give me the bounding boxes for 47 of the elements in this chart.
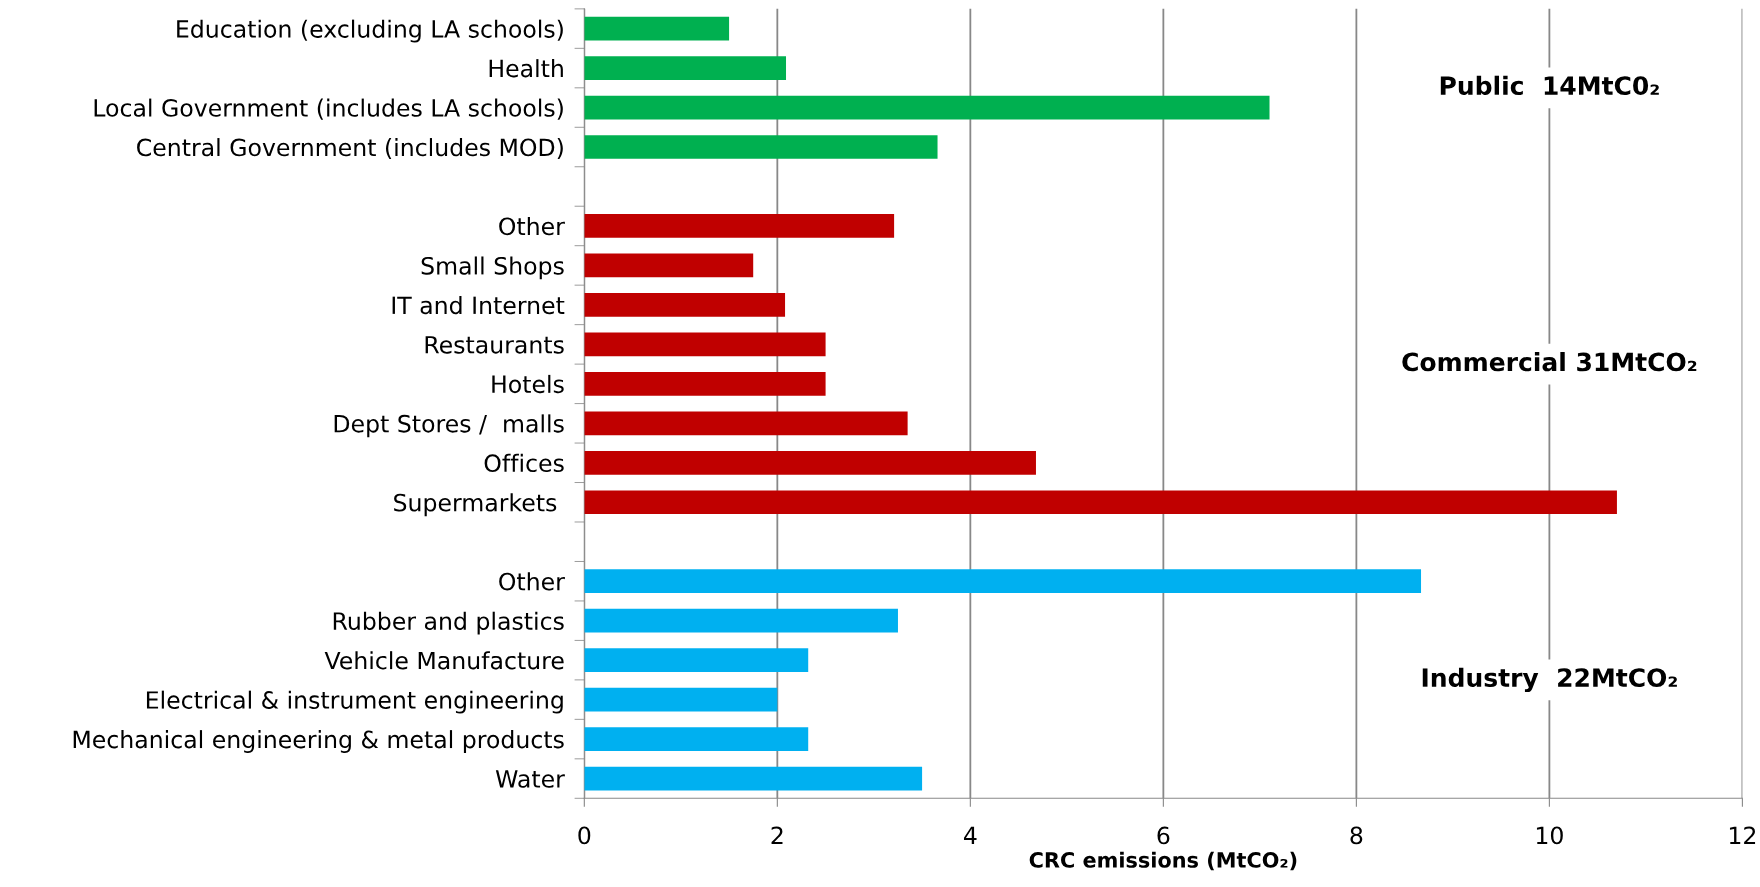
y-tick-label: IT and Internet <box>392 295 565 315</box>
bar <box>584 56 787 80</box>
y-tick-label: Water <box>495 770 565 788</box>
y-tick-label: Hotels <box>492 374 564 394</box>
bar <box>584 569 1422 594</box>
y-tick-label: Vehicle Manufacture <box>324 651 564 670</box>
x-axis-title: CRC emissions (MtCO₂) <box>1029 851 1297 871</box>
y-tick-label: Dept Stores / malls <box>334 414 564 438</box>
bar <box>584 214 895 238</box>
x-tick-label: 4 <box>963 826 977 845</box>
y-tick-label: Supermarkets <box>394 493 557 517</box>
y-tick-label: Other <box>499 216 565 236</box>
bar <box>584 490 1617 515</box>
y-tick-label: Central Government (includes MOD) <box>137 138 563 160</box>
y-tick-label: Restaurants <box>425 336 564 354</box>
y-tick-label: Other <box>499 572 565 591</box>
y-tick-label: Mechanical engineering & metal products <box>73 730 564 753</box>
y-tick-label: Small Shops <box>421 256 564 280</box>
y-tick-label: Education (excluding LA schools) <box>177 19 563 43</box>
annotation: Industry 22MtCO₂ <box>1422 667 1677 693</box>
x-tick-label: 6 <box>1157 826 1170 845</box>
y-tick-label: Local Government (includes LA schools) <box>94 98 563 120</box>
bar <box>584 95 1270 120</box>
x-tick-label: 10 <box>1536 826 1563 845</box>
y-tick-label: Electrical & instrument engineering <box>146 690 563 714</box>
bar <box>584 16 730 41</box>
y-tick-label: Offices <box>484 453 564 473</box>
y-tick-label: Rubber and plastics <box>333 611 564 635</box>
x-tick-label: 8 <box>1350 826 1363 845</box>
y-tick-label: Health <box>489 59 563 78</box>
bar <box>584 450 1036 475</box>
bar <box>584 332 826 357</box>
bar <box>584 648 809 672</box>
bar <box>584 253 754 278</box>
annotation: Commercial 31MtCO₂ <box>1402 352 1697 372</box>
annotation: Public 14MtC0₂ <box>1440 75 1659 96</box>
bar <box>584 608 898 633</box>
bar <box>584 293 786 317</box>
bar <box>584 372 826 396</box>
bar <box>584 411 908 436</box>
bar <box>584 727 809 751</box>
bar <box>584 687 778 712</box>
x-tick-label: 0 <box>578 826 591 845</box>
x-tick-label: 12 <box>1729 826 1756 845</box>
bar <box>584 135 938 159</box>
x-tick-label: 2 <box>771 826 783 845</box>
bar <box>584 766 923 791</box>
